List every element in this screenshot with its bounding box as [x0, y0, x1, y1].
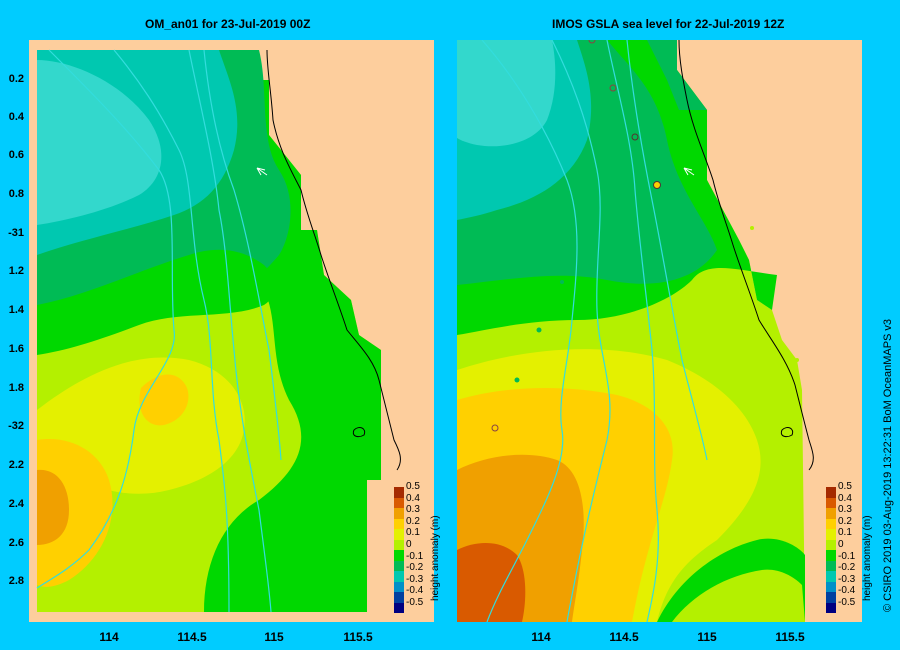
- colorbar-tick-label: -0.5: [406, 597, 424, 608]
- y-tick-label: 0.4: [8, 111, 24, 123]
- colorbar-swatch: [394, 571, 404, 582]
- y-tick-label: 2.8: [8, 575, 24, 587]
- credit-text: © CSIRO 2019 03-Aug-2019 13:22:31 BoM Oc…: [882, 318, 894, 612]
- colorbar-swatch: [826, 539, 836, 550]
- colorbar-tick-label: -0.2: [838, 562, 856, 574]
- colorbar-tick-label: -0.4: [406, 585, 424, 597]
- y-tick-label: 2.4: [8, 498, 24, 510]
- x-tick-label: 115: [264, 630, 284, 644]
- colorbar-tick-label: 0.5: [838, 481, 852, 492]
- colorbar-swatch: [826, 550, 836, 561]
- colorbar-title: height anomaly (m): [430, 515, 441, 601]
- colorbar-tick-label: 0.4: [406, 492, 420, 504]
- colorbar-tick-label: -0.4: [838, 585, 856, 597]
- colorbar-swatch: [826, 508, 836, 519]
- colorbar-tick-label: -0.5: [838, 597, 856, 608]
- colorbar-swatch: [826, 581, 836, 592]
- bathymetry-lines: [36, 49, 282, 613]
- y-tick-label: 2.6: [8, 537, 24, 549]
- colorbar-swatch: [826, 497, 836, 508]
- colorbar-swatch: [826, 602, 836, 613]
- left-panel-title: OM_an01 for 23-Jul-2019 00Z: [145, 17, 311, 31]
- right-panel-title: IMOS GSLA sea level for 22-Jul-2019 12Z: [552, 17, 785, 31]
- colorbar-tick-label: 0.2: [406, 515, 420, 527]
- right-map-panel: [457, 40, 862, 622]
- colorbar-tick-label: -0.3: [406, 573, 424, 585]
- colorbar-swatch: [826, 487, 836, 498]
- colorbar-tick-label: 0.3: [406, 504, 420, 516]
- colorbar-swatch: [394, 560, 404, 571]
- colorbar-swatch: [826, 560, 836, 571]
- colorbar-swatch: [394, 529, 404, 540]
- right-map-contours: [457, 40, 814, 622]
- colorbar-swatch: [394, 508, 404, 519]
- colorbar-tick-label: 0.4: [838, 492, 852, 504]
- colorbar-tick-label: -0.3: [838, 573, 856, 585]
- colorbar-tick-label: 0.1: [406, 527, 420, 539]
- colorbar-swatch: [394, 518, 404, 529]
- colorbar-tick-label: -0.1: [838, 550, 856, 562]
- x-tick-label: 114: [99, 630, 119, 644]
- y-tick-label: 1.2: [8, 265, 24, 277]
- y-tick-label: 1.4: [8, 304, 24, 316]
- y-tick-label: 0.8: [8, 188, 24, 200]
- coastline: [266, 49, 401, 471]
- y-tick-label: 0.6: [8, 149, 24, 161]
- observation-markers: [491, 40, 799, 432]
- colorbar-swatch: [394, 592, 404, 603]
- bathymetry-lines: [481, 40, 708, 622]
- x-tick-label: 115.5: [343, 630, 373, 644]
- colorbar-swatch: [826, 592, 836, 603]
- colorbar-tick-label: 0.5: [406, 481, 420, 492]
- colorbar-swatch: [394, 487, 404, 498]
- x-tick-label: 114.5: [609, 630, 639, 644]
- y-tick-label: 2.2: [8, 459, 24, 471]
- colorbar-title: height anomaly (m): [862, 515, 873, 601]
- x-tick-label: 114: [531, 630, 551, 644]
- y-tick-label: 0.2: [8, 73, 24, 85]
- ocean-fill: [457, 40, 805, 622]
- coastline: [678, 40, 814, 471]
- colorbar-swatch: [394, 539, 404, 550]
- colorbar-tick-label: 0: [838, 539, 844, 550]
- colorbar-swatch: [826, 518, 836, 529]
- y-tick-label: -31: [8, 227, 24, 239]
- colorbar-scale: [394, 487, 404, 613]
- colorbar-swatch: [394, 497, 404, 508]
- y-tick-label: 1.8: [8, 382, 24, 394]
- colorbar-tick-label: 0.2: [838, 515, 852, 527]
- colorbar-tick-label: 0.1: [838, 527, 852, 539]
- colorbar-tick-label: -0.2: [406, 562, 424, 574]
- colorbar-swatch: [394, 550, 404, 561]
- left-map-panel: [29, 40, 434, 622]
- colorbar-tick-label: 0: [406, 539, 412, 550]
- x-tick-label: 115: [697, 630, 717, 644]
- colorbar-tick-label: -0.1: [406, 550, 424, 562]
- colorbar-swatch: [826, 571, 836, 582]
- left-map-contours: [36, 49, 401, 613]
- x-tick-label: 115.5: [775, 630, 805, 644]
- colorbar-swatch: [394, 581, 404, 592]
- x-tick-label: 114.5: [177, 630, 207, 644]
- y-tick-label: -32: [8, 420, 24, 432]
- current-arrow-icon: [683, 167, 695, 176]
- current-arrow-icon: [256, 167, 268, 176]
- colorbar-tick-label: 0.3: [838, 504, 852, 516]
- y-tick-label: 1.6: [8, 343, 24, 355]
- colorbar-scale: [826, 487, 836, 613]
- colorbar-swatch: [826, 529, 836, 540]
- colorbar-swatch: [394, 602, 404, 613]
